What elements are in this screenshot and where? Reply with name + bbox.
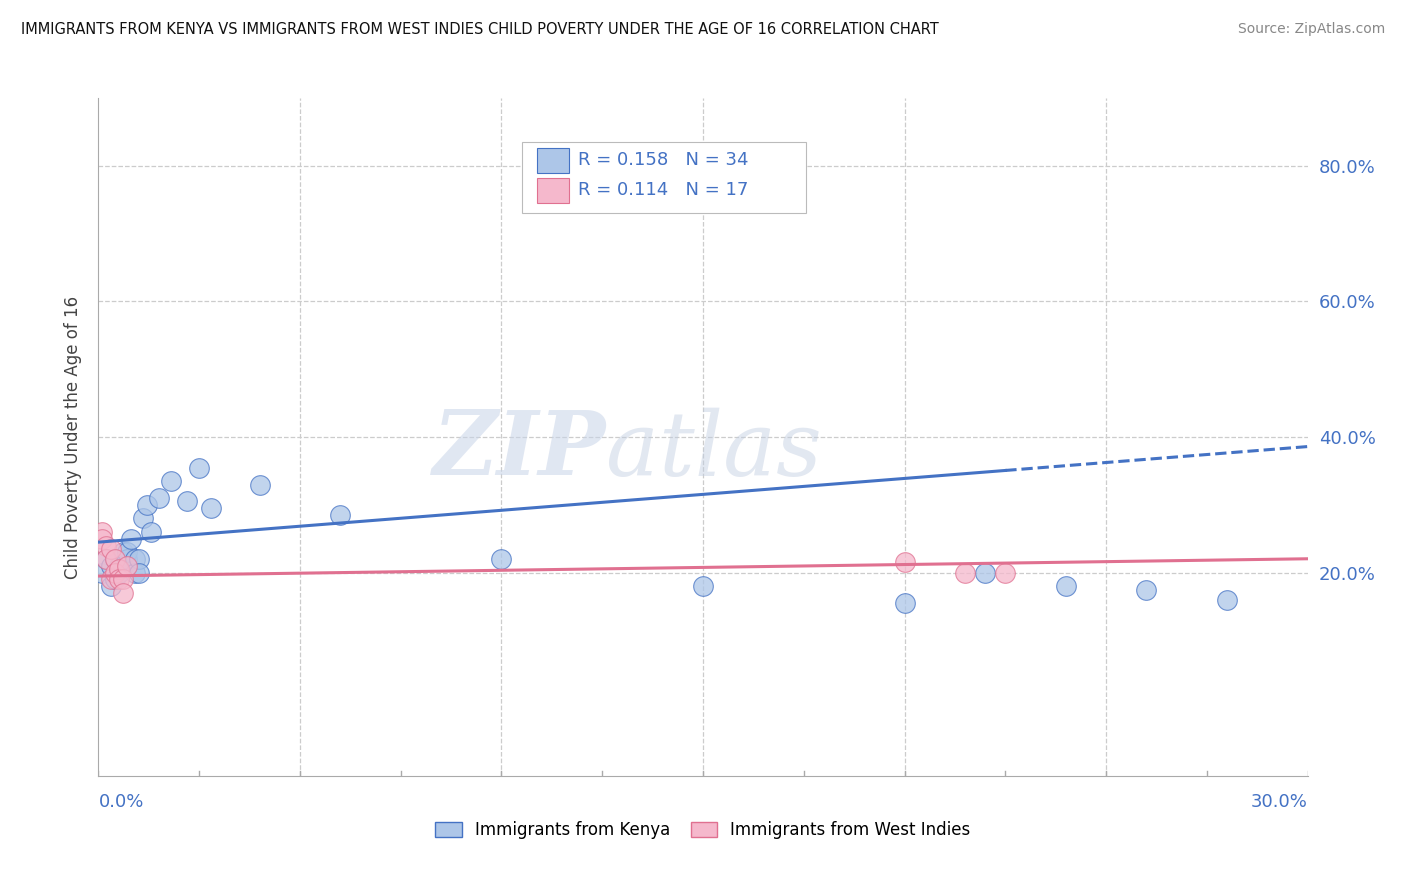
Legend: Immigrants from Kenya, Immigrants from West Indies: Immigrants from Kenya, Immigrants from W…	[429, 814, 977, 846]
Point	[107, 573, 129, 587]
Point	[91, 532, 114, 546]
Point	[111, 558, 134, 573]
Point	[107, 566, 129, 580]
Text: atlas: atlas	[606, 408, 823, 494]
Point	[100, 573, 122, 587]
Point	[176, 494, 198, 508]
Point	[132, 511, 155, 525]
Point	[994, 566, 1017, 580]
Point	[135, 498, 157, 512]
Point	[103, 573, 125, 587]
Point	[188, 460, 211, 475]
FancyBboxPatch shape	[537, 178, 569, 202]
Point	[103, 552, 125, 566]
Point	[160, 474, 183, 488]
Point	[100, 579, 122, 593]
Point	[974, 566, 997, 580]
Point	[128, 566, 150, 580]
Point	[953, 566, 976, 580]
Point	[96, 539, 118, 553]
Text: IMMIGRANTS FROM KENYA VS IMMIGRANTS FROM WEST INDIES CHILD POVERTY UNDER THE AGE: IMMIGRANTS FROM KENYA VS IMMIGRANTS FROM…	[21, 22, 939, 37]
Y-axis label: Child Poverty Under the Age of 16: Child Poverty Under the Age of 16	[63, 295, 82, 579]
Point	[128, 552, 150, 566]
Text: R = 0.158   N = 34: R = 0.158 N = 34	[578, 152, 749, 169]
Text: ZIP: ZIP	[433, 408, 606, 494]
Point	[107, 558, 129, 573]
Point	[96, 552, 118, 566]
Point	[103, 552, 125, 566]
Point	[91, 566, 114, 580]
Point	[111, 586, 134, 600]
Point	[200, 501, 222, 516]
Point	[139, 524, 162, 539]
Point	[124, 566, 146, 580]
Point	[111, 545, 134, 559]
Point	[115, 552, 138, 566]
Point	[96, 552, 118, 566]
Point	[103, 566, 125, 580]
Point	[120, 532, 142, 546]
Point	[1216, 592, 1239, 607]
FancyBboxPatch shape	[522, 142, 806, 213]
Text: 30.0%: 30.0%	[1251, 793, 1308, 811]
Point	[100, 541, 122, 556]
Point	[111, 573, 134, 587]
Point	[1135, 582, 1157, 597]
Point	[91, 524, 114, 539]
Point	[893, 556, 915, 570]
Point	[1054, 579, 1077, 593]
Point	[491, 552, 513, 566]
Point	[329, 508, 352, 522]
FancyBboxPatch shape	[537, 148, 569, 173]
Point	[107, 562, 129, 576]
Point	[115, 545, 138, 559]
Text: R = 0.114   N = 17: R = 0.114 N = 17	[578, 181, 749, 199]
Point	[100, 558, 122, 573]
Text: Source: ZipAtlas.com: Source: ZipAtlas.com	[1237, 22, 1385, 37]
Point	[692, 579, 714, 593]
Text: 0.0%: 0.0%	[98, 793, 143, 811]
Point	[124, 552, 146, 566]
Point	[115, 558, 138, 573]
Point	[148, 491, 170, 505]
Point	[893, 596, 915, 610]
Point	[249, 477, 271, 491]
